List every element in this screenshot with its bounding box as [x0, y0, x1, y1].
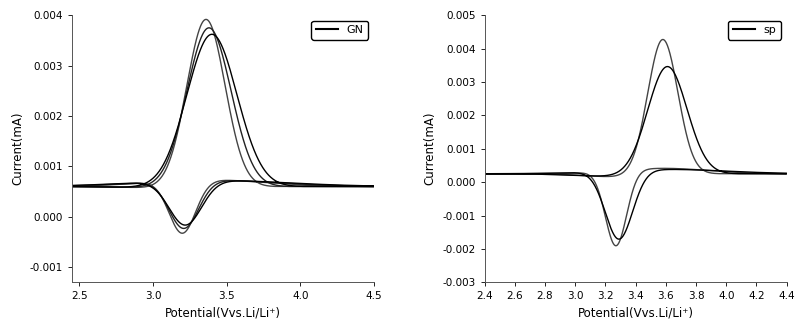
- Legend: GN: GN: [311, 21, 368, 40]
- Y-axis label: Current(mA): Current(mA): [11, 112, 24, 185]
- X-axis label: Potential(Vvs.Li/Li⁺): Potential(Vvs.Li/Li⁺): [165, 307, 281, 320]
- Y-axis label: Current(mA): Current(mA): [424, 112, 437, 185]
- X-axis label: Potential(Vvs.Li/Li⁺): Potential(Vvs.Li/Li⁺): [578, 307, 694, 320]
- Legend: sp: sp: [729, 21, 781, 40]
